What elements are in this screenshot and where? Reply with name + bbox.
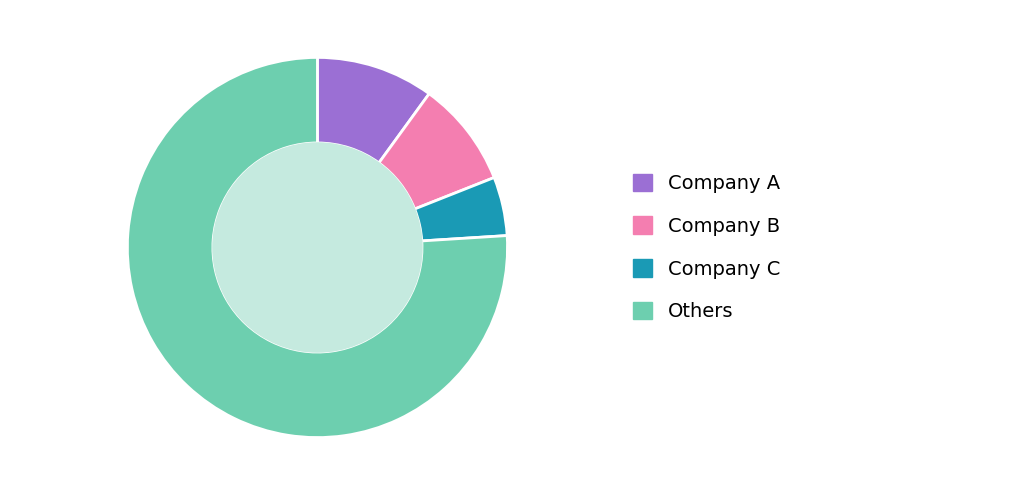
Wedge shape (415, 178, 507, 241)
Wedge shape (379, 94, 495, 209)
Wedge shape (317, 57, 429, 163)
Wedge shape (127, 57, 508, 438)
Circle shape (213, 143, 422, 352)
Legend: Company A, Company B, Company C, Others: Company A, Company B, Company C, Others (625, 166, 788, 329)
